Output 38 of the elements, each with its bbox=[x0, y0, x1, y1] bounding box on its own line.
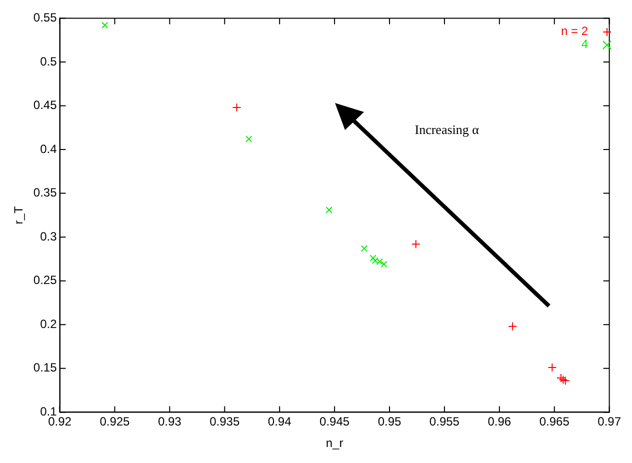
point bbox=[360, 245, 368, 252]
y-tick-label: 0.5 bbox=[40, 54, 58, 68]
point bbox=[508, 322, 518, 331]
x-tick-label: 0.95 bbox=[378, 414, 402, 429]
x-tick-label: 0.92 bbox=[48, 414, 72, 429]
point bbox=[232, 103, 242, 112]
x-tick-label: 0.925 bbox=[100, 414, 130, 429]
x-tick-label: 0.96 bbox=[488, 414, 512, 429]
x-tick-label: 0.945 bbox=[320, 414, 350, 429]
y-tick-label: 0.25 bbox=[33, 273, 58, 288]
x-tick-label: 0.955 bbox=[429, 414, 460, 429]
y-tick-label: 0.3 bbox=[40, 229, 58, 244]
y-tick-label: 0.55 bbox=[33, 10, 58, 25]
x-tick-label: 0.935 bbox=[210, 414, 240, 429]
x-tick-label: 0.94 bbox=[268, 414, 292, 429]
point bbox=[548, 363, 557, 372]
y-axis-title: r_T bbox=[12, 206, 26, 224]
point bbox=[558, 375, 568, 384]
x-axis-title: n_r bbox=[326, 436, 344, 450]
point bbox=[372, 257, 379, 264]
y-tick-label: 0.4 bbox=[40, 142, 58, 156]
point bbox=[326, 206, 332, 214]
point bbox=[376, 258, 383, 265]
y-tick-label: 0.15 bbox=[33, 360, 58, 375]
point bbox=[245, 136, 252, 142]
legend-label: 4 bbox=[581, 37, 588, 51]
x-tick-label: 0.97 bbox=[598, 414, 622, 429]
y-tick-label: 0.35 bbox=[33, 186, 58, 200]
point bbox=[370, 254, 376, 262]
point bbox=[380, 260, 388, 268]
point bbox=[411, 240, 420, 249]
point bbox=[101, 22, 108, 29]
legend-label: n = 2 bbox=[560, 24, 588, 38]
x-tick-label: 0.93 bbox=[158, 414, 182, 429]
y-tick-label: 0.2 bbox=[40, 316, 58, 331]
y-tick-label: 0.45 bbox=[33, 98, 58, 112]
annotation: Increasing α bbox=[414, 122, 480, 138]
x-tick-label: 0.965 bbox=[539, 414, 570, 429]
